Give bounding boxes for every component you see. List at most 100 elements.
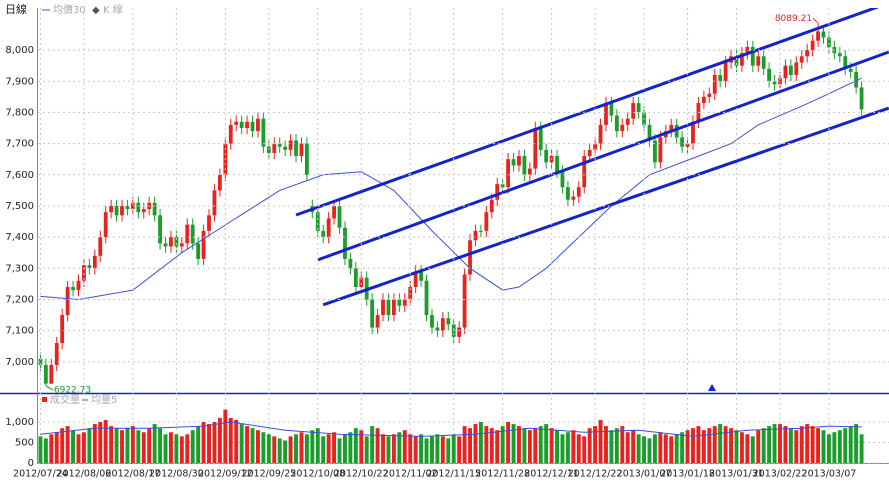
candle-body bbox=[500, 184, 505, 188]
candle-body bbox=[462, 274, 467, 328]
volume-bar bbox=[457, 436, 462, 463]
volume-bar bbox=[168, 432, 173, 463]
volume-bar bbox=[299, 432, 304, 463]
x-tick-label: 2012/08/30 bbox=[149, 469, 204, 480]
volume-bar bbox=[190, 430, 195, 463]
candle-body bbox=[343, 227, 347, 259]
volume-bar bbox=[315, 428, 320, 463]
volume-bar bbox=[391, 434, 396, 463]
candle-body bbox=[522, 156, 527, 175]
candle-body bbox=[397, 299, 402, 306]
candle-body bbox=[854, 71, 859, 88]
volume-bar bbox=[136, 430, 141, 463]
candle-body bbox=[620, 124, 625, 132]
candle-body bbox=[555, 156, 559, 172]
candle-body bbox=[506, 159, 511, 188]
max-label: 8089.21 bbox=[775, 14, 812, 24]
volume-bar bbox=[767, 426, 772, 463]
min-label: 6922.73 bbox=[54, 385, 91, 395]
candle-body bbox=[49, 364, 54, 384]
legend-swatch: ◆ bbox=[92, 5, 100, 16]
x-tick-label: 2012/12/22 bbox=[568, 469, 623, 480]
volume-bar bbox=[837, 430, 842, 463]
candle-body bbox=[326, 218, 331, 238]
volume-bar bbox=[734, 430, 739, 463]
candle-body bbox=[582, 156, 587, 188]
volume-bar bbox=[283, 440, 288, 463]
candle-body bbox=[207, 215, 211, 231]
candle-body bbox=[92, 255, 97, 269]
candle-body bbox=[201, 230, 206, 259]
volume-bar bbox=[223, 409, 228, 463]
candle-body bbox=[185, 224, 190, 244]
volume-bar bbox=[310, 430, 315, 463]
candle-body bbox=[315, 212, 320, 231]
candle-body bbox=[658, 137, 663, 163]
volume-bar bbox=[560, 434, 565, 463]
candle-body bbox=[60, 315, 65, 344]
volume-bar bbox=[76, 434, 81, 463]
x-tick-label: 2013/01/07 bbox=[617, 469, 672, 480]
trendline bbox=[295, 8, 880, 217]
volume-bar bbox=[854, 424, 859, 463]
candle-body bbox=[473, 230, 478, 241]
volume-bar bbox=[288, 436, 293, 463]
volume-bar bbox=[555, 430, 559, 463]
candle-body bbox=[212, 190, 217, 216]
candle-body bbox=[337, 205, 342, 228]
volume-bar bbox=[125, 428, 130, 463]
x-tick-label: 2012/12/11 bbox=[524, 469, 579, 480]
x-tick-label: 2012/08/17 bbox=[105, 469, 160, 480]
candle-body bbox=[468, 240, 472, 275]
candle-body bbox=[250, 121, 255, 132]
min-pointer bbox=[45, 385, 54, 391]
candle-body bbox=[674, 124, 679, 138]
candle-body bbox=[190, 224, 195, 244]
candle-body bbox=[163, 243, 168, 247]
candle-body bbox=[424, 280, 429, 316]
volume-bar bbox=[723, 426, 728, 463]
volume-bar bbox=[402, 430, 407, 463]
candle-body bbox=[288, 140, 293, 150]
y-tick-label: 7,400 bbox=[5, 232, 34, 243]
candle-body bbox=[707, 93, 712, 97]
y-tick-label: 7,600 bbox=[5, 170, 34, 181]
candle-body bbox=[391, 299, 396, 316]
volume-bar bbox=[294, 434, 298, 463]
volume-bar bbox=[674, 434, 679, 463]
volume-bar bbox=[109, 426, 114, 463]
volume-bar bbox=[43, 438, 48, 463]
candle-body bbox=[71, 287, 75, 291]
candle-body bbox=[723, 62, 728, 82]
candle-body bbox=[283, 146, 288, 150]
y-tick-label: 7,300 bbox=[5, 263, 34, 274]
volume-bar bbox=[451, 434, 456, 463]
volume-bar bbox=[614, 428, 619, 463]
volume-bar bbox=[397, 432, 402, 463]
candle-body bbox=[799, 56, 804, 63]
x-tick-label: 2012/09/25 bbox=[241, 469, 296, 480]
candle-body bbox=[228, 124, 233, 144]
candle-body bbox=[402, 299, 407, 306]
volume-bar bbox=[141, 432, 146, 463]
candle-body bbox=[152, 202, 157, 216]
volume-bar bbox=[533, 428, 538, 463]
volume-bar bbox=[652, 434, 657, 463]
volume-bar bbox=[484, 426, 489, 463]
volume-bar bbox=[538, 426, 543, 463]
volume-bar bbox=[261, 432, 266, 463]
candle-body bbox=[756, 56, 761, 66]
y-tick-label: 7,800 bbox=[5, 107, 34, 118]
volume-bar bbox=[114, 428, 119, 463]
candle-body bbox=[680, 137, 685, 147]
volume-bar bbox=[750, 436, 755, 463]
volume-bar bbox=[843, 428, 848, 463]
volume-bar bbox=[272, 436, 277, 463]
volume-bar bbox=[326, 434, 331, 463]
candle-body bbox=[593, 143, 598, 150]
volume-bar bbox=[511, 424, 516, 463]
candle-body bbox=[359, 277, 364, 288]
volume-bar bbox=[593, 426, 598, 463]
candle-body bbox=[353, 268, 358, 288]
